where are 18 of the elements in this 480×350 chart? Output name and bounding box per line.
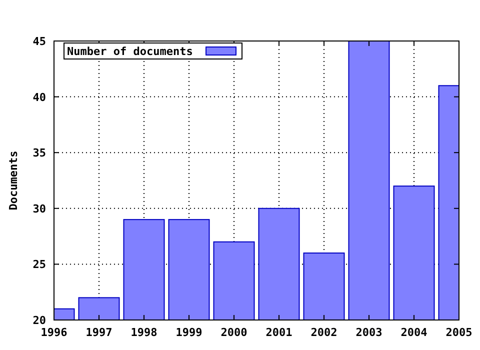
y-tick-label: 45: [32, 35, 46, 48]
y-tick-label: 20: [32, 314, 46, 327]
x-tick-label: 2005: [446, 326, 472, 339]
x-tick-label: 1999: [176, 326, 202, 339]
x-tick-label: 2002: [310, 326, 338, 339]
y-tick-label: 30: [32, 202, 46, 216]
y-axis-title: Documents: [7, 150, 20, 210]
x-tick-label: 2003: [356, 326, 382, 339]
x-tick-label: 2000: [220, 326, 248, 339]
legend-label: Number of documents: [67, 45, 193, 58]
x-tick-label: 2004: [400, 326, 428, 339]
x-tick-label: 1996: [40, 326, 68, 339]
y-tick-label: 25: [32, 258, 46, 272]
x-tick-label: 1997: [86, 326, 112, 339]
y-tick-label: 35: [32, 146, 46, 160]
x-tick-label: 2001: [266, 326, 293, 339]
x-tick-label: 1998: [130, 326, 158, 339]
y-tick-label: 40: [32, 90, 46, 104]
